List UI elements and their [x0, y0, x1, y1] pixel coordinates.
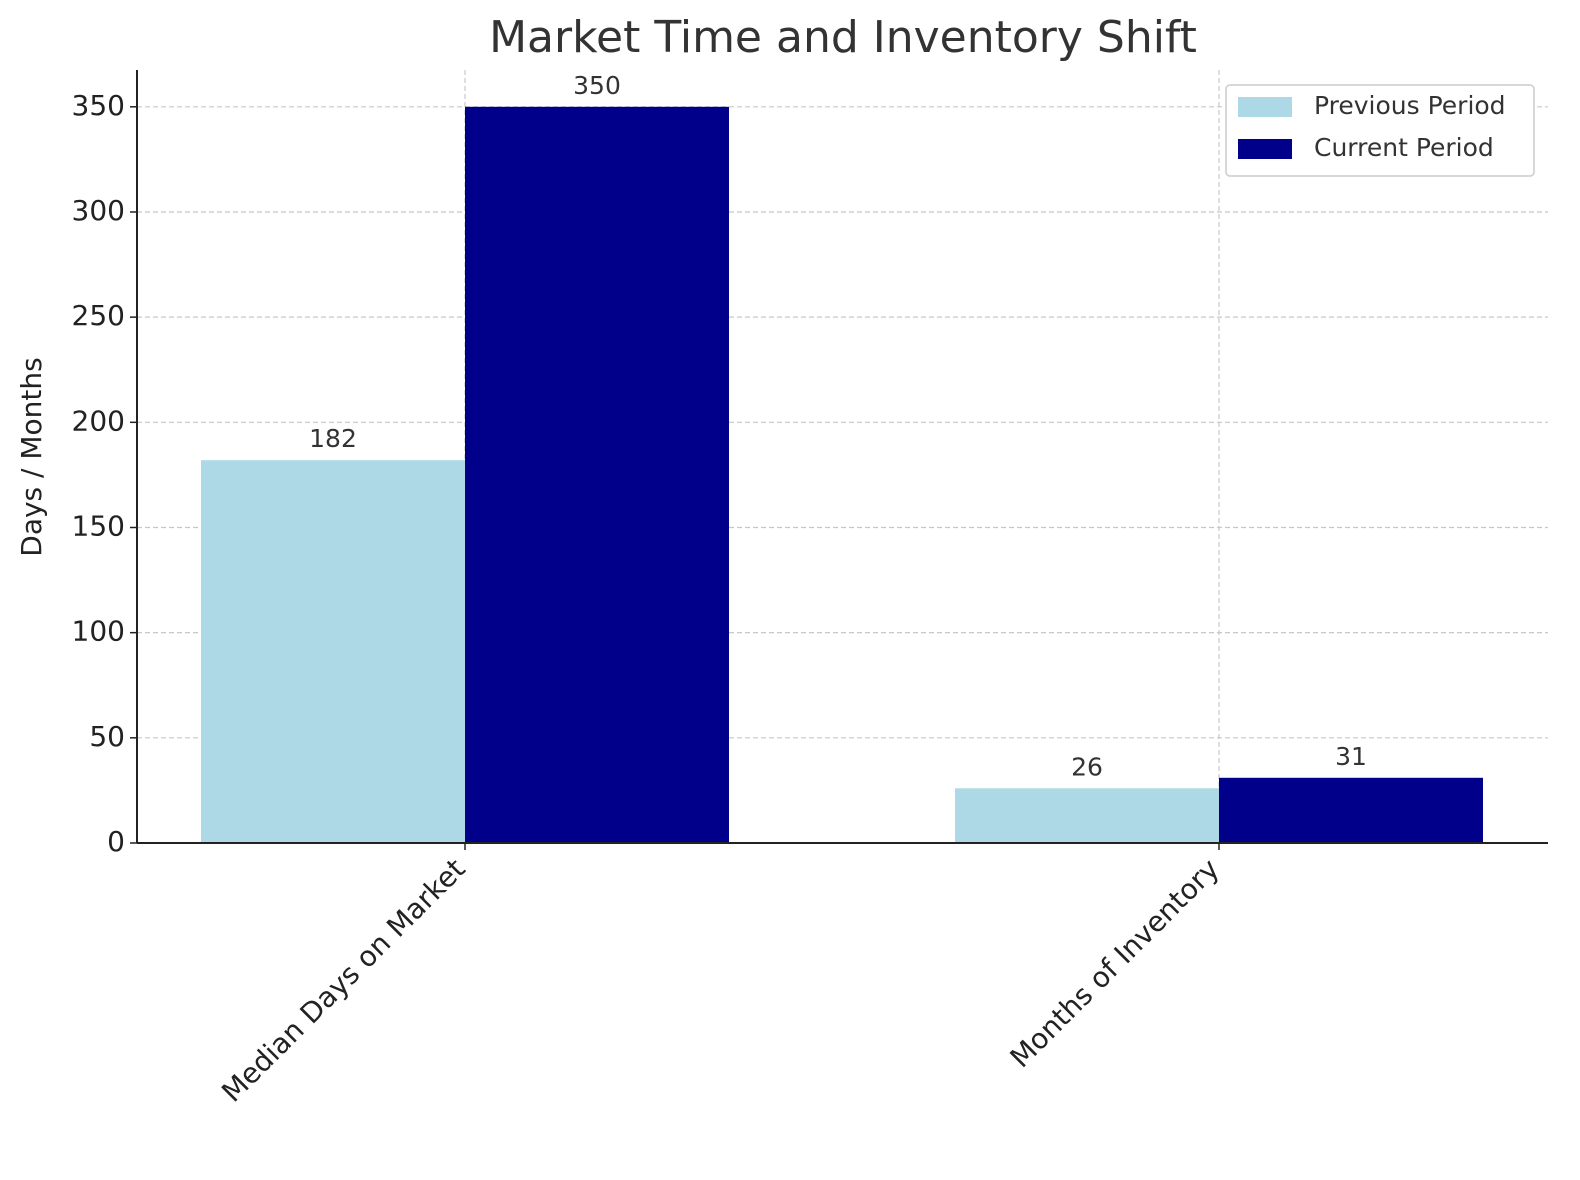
value-label: 26	[1071, 752, 1103, 781]
bar	[955, 788, 1219, 843]
y-axis-label: Days / Months	[15, 357, 48, 556]
legend-swatch	[1238, 139, 1292, 159]
bar	[465, 106, 729, 844]
legend-label: Previous Period	[1314, 91, 1506, 120]
value-label: 350	[573, 71, 621, 100]
y-tick-label: 250	[72, 299, 125, 332]
bar	[1219, 777, 1483, 843]
legend-box	[1225, 84, 1535, 177]
y-tick-label: 200	[72, 404, 125, 437]
x-tick-label: Months of Inventory	[1004, 852, 1226, 1074]
y-tick-label: 0	[107, 825, 125, 858]
y-tick-label: 100	[72, 615, 125, 648]
y-tick-label: 150	[72, 509, 125, 542]
y-tick-label: 350	[72, 89, 125, 122]
chart-title: Market Time and Inventory Shift	[489, 12, 1197, 63]
legend-label: Current Period	[1314, 133, 1494, 162]
x-tick-label: Median Days on Market	[215, 852, 471, 1108]
bar	[201, 460, 465, 843]
value-label: 31	[1335, 742, 1367, 771]
value-label: 182	[309, 424, 357, 453]
legend-swatch	[1238, 97, 1292, 117]
y-tick-label: 300	[72, 194, 125, 227]
y-tick-label: 50	[89, 720, 125, 753]
